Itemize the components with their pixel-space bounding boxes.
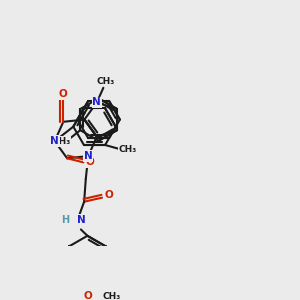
Text: CH₃: CH₃	[103, 292, 121, 300]
Text: CH₃: CH₃	[97, 77, 115, 86]
Text: O: O	[59, 89, 68, 99]
Text: N: N	[92, 98, 101, 107]
Text: N: N	[50, 136, 59, 146]
Text: H: H	[61, 215, 70, 225]
Text: CH₃: CH₃	[119, 145, 137, 154]
Text: O: O	[85, 158, 94, 167]
Text: N: N	[76, 215, 85, 225]
Text: O: O	[83, 291, 92, 300]
Text: N: N	[84, 151, 93, 161]
Text: CH₃: CH₃	[52, 137, 71, 146]
Text: O: O	[104, 190, 113, 200]
